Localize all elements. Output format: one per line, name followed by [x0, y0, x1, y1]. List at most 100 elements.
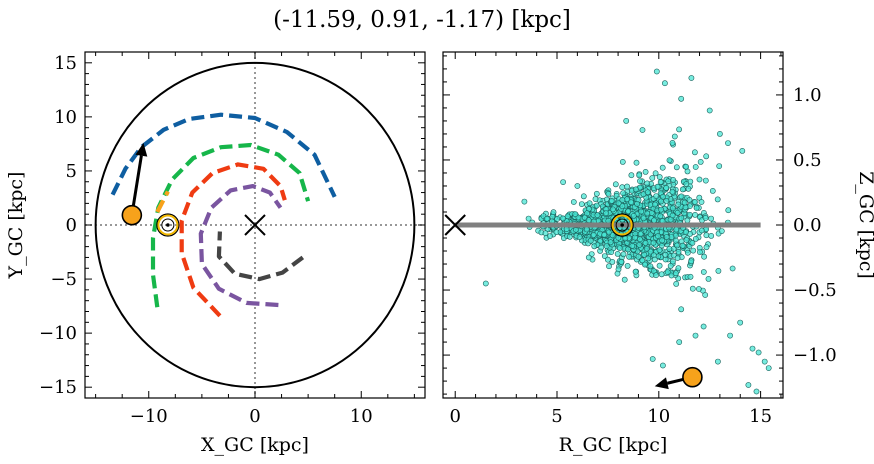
star-point [702, 215, 709, 221]
star-point [668, 272, 675, 279]
star-point [656, 247, 663, 253]
star-point [619, 203, 626, 210]
galactic-center-marker [444, 214, 466, 236]
star-point [703, 244, 710, 251]
star-point [645, 255, 652, 262]
star-point [636, 241, 643, 248]
star-point [560, 179, 566, 185]
star-point [685, 185, 692, 192]
star-point [692, 199, 698, 205]
star-point [729, 265, 736, 272]
star-point [676, 339, 683, 345]
star-point [708, 232, 715, 239]
star-point [642, 168, 649, 175]
star-point [619, 184, 626, 191]
star-point [715, 358, 721, 365]
star-point [592, 196, 599, 202]
star-point [591, 243, 598, 250]
star-point [703, 232, 710, 239]
star-point [603, 210, 609, 216]
y-tick-label: 0.5 [793, 150, 822, 171]
star-point [652, 170, 659, 177]
star-point [705, 275, 712, 282]
star-point [610, 206, 616, 213]
star-point [632, 234, 638, 241]
star-point [606, 263, 612, 270]
spiral-arm-0 [110, 112, 337, 198]
xy-plot-content [85, 52, 425, 398]
star-point [683, 229, 689, 235]
star-point [692, 164, 699, 170]
star-point [667, 216, 674, 223]
y-tick-label: 10 [54, 107, 77, 128]
star-point [644, 180, 651, 187]
star-point [684, 249, 691, 256]
star-point [644, 210, 651, 217]
star-point [675, 265, 682, 272]
star-point [587, 237, 594, 244]
star-point [669, 188, 676, 195]
star-point [657, 179, 664, 185]
star-point [608, 197, 615, 204]
y-tick-label: 0.0 [793, 215, 822, 236]
star-point [659, 164, 666, 171]
star-point [660, 362, 666, 369]
star-point [663, 184, 670, 191]
star-point [697, 158, 704, 165]
star-point [542, 230, 549, 237]
star-point [656, 174, 663, 180]
star-point [670, 258, 676, 265]
star-point [688, 75, 695, 81]
star-point [649, 356, 656, 362]
star-point [629, 242, 636, 249]
star-point [615, 200, 622, 207]
star-point [632, 268, 639, 275]
y-tick-label: −5 [50, 269, 77, 290]
star-point [637, 236, 643, 243]
star-point [717, 130, 723, 137]
star-point [663, 234, 670, 240]
star-point [547, 233, 553, 239]
star-point [654, 183, 661, 190]
star-point [725, 140, 731, 146]
star-point [637, 178, 643, 184]
star-point [658, 198, 664, 205]
star-point [701, 253, 707, 260]
star-point [749, 345, 756, 352]
star-point [628, 199, 634, 205]
star-point [620, 190, 626, 196]
star-point [625, 246, 631, 253]
star-point [614, 250, 621, 257]
star-point [624, 262, 631, 269]
star-point [633, 159, 640, 166]
star-point [605, 256, 611, 263]
star-point [642, 261, 648, 268]
star-point [653, 272, 659, 279]
star-point [639, 127, 646, 133]
star-point [669, 139, 676, 146]
star-point [580, 193, 587, 200]
star-point [755, 349, 762, 356]
star-point [619, 158, 626, 165]
star-point [696, 176, 703, 183]
star-point [625, 208, 632, 215]
star-point [634, 200, 640, 207]
star-point [753, 388, 760, 395]
star-point [683, 181, 690, 187]
star-point [628, 172, 635, 179]
star-point [761, 358, 768, 365]
y-tick-label: −10 [39, 323, 77, 344]
star-point [697, 249, 703, 255]
star-point [715, 267, 722, 274]
star-point [593, 190, 600, 197]
star-point [690, 247, 697, 254]
star-point [566, 233, 573, 240]
star-point [684, 397, 687, 398]
star-point [674, 209, 681, 216]
star-point [653, 193, 660, 199]
star-point [681, 199, 688, 206]
figure-title: (-11.59, 0.91, -1.17) [kpc] [273, 7, 571, 33]
star-point [645, 189, 651, 196]
x-tick-label: 0 [449, 406, 460, 427]
